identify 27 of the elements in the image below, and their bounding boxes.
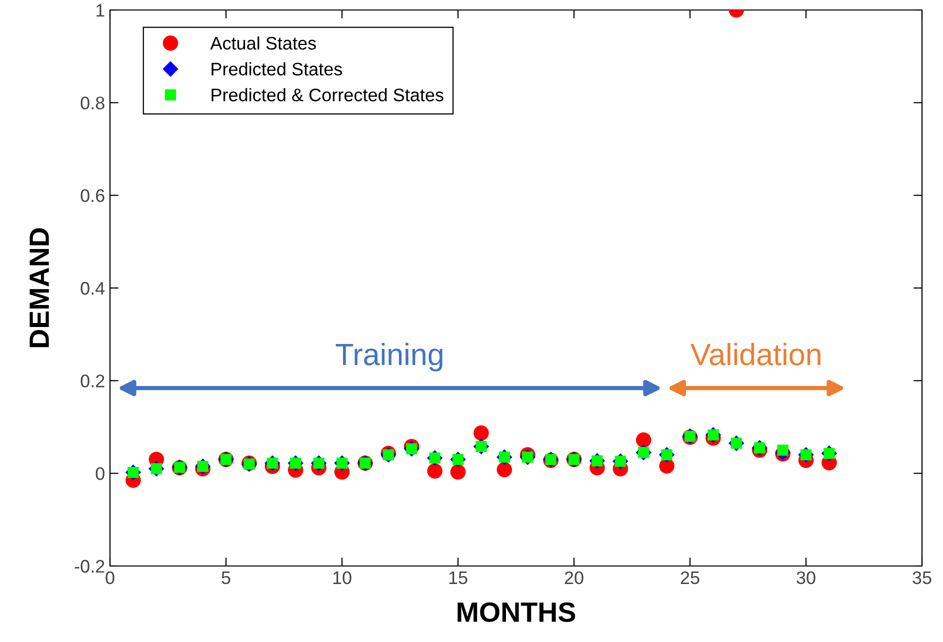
point — [636, 432, 652, 448]
point — [450, 464, 466, 480]
y-axis-title: DEMAND — [30, 228, 49, 348]
legend-label: Predicted States — [212, 62, 342, 76]
x-tick-label: 20 — [564, 571, 584, 584]
x-tick-label: 35 — [912, 571, 932, 584]
x-tick-label: 15 — [449, 572, 468, 584]
x-axis-title: MONTHS — [458, 602, 576, 622]
y-tick-label: 0.2 — [80, 374, 104, 388]
y-tick-label: 0 — [96, 467, 104, 480]
x-tick-label: 30 — [796, 571, 816, 584]
x-tick-label: 0 — [106, 571, 114, 584]
y-tick-label: 1 — [96, 4, 104, 17]
x-tick-label: 5 — [222, 572, 230, 584]
legend-label: Actual States — [210, 36, 316, 50]
point — [474, 425, 489, 441]
point — [427, 463, 442, 479]
annotation: Validation — [690, 342, 820, 366]
legend-label: Predicted & Corrected States — [212, 88, 444, 102]
annotation: Training — [336, 342, 442, 372]
x-tick-label: 10 — [333, 571, 352, 584]
y-tick-label: -0.2 — [74, 560, 104, 573]
y-tick-label: 0.4 — [80, 282, 105, 295]
y-tick-label: 0.6 — [80, 189, 104, 202]
y-tick-label: 0.8 — [80, 96, 104, 110]
x-tick-label: 25 — [680, 571, 700, 584]
point — [496, 462, 512, 478]
